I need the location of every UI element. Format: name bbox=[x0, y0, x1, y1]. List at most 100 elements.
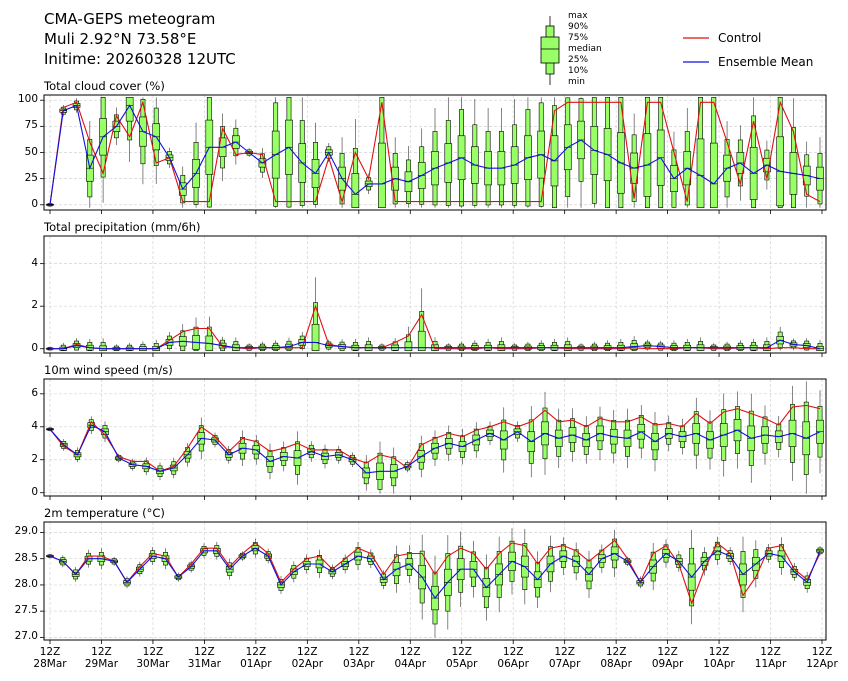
x-tick-label: 12Z 06Apr bbox=[488, 646, 538, 670]
x-tick-label: 12Z 07Apr bbox=[540, 646, 590, 670]
x-tick-date: 31Mar bbox=[187, 658, 221, 670]
x-tick-date: 09Apr bbox=[651, 658, 684, 670]
legend-inner-box bbox=[540, 36, 560, 64]
x-tick-hour: 12Z bbox=[194, 646, 215, 658]
legend-min-label: min bbox=[568, 77, 585, 87]
panel-frame bbox=[43, 521, 827, 641]
y-tick-label: 28.5 bbox=[14, 551, 38, 564]
x-tick-label: 12Z 28Mar bbox=[25, 646, 75, 670]
x-tick-label: 12Z 30Mar bbox=[128, 646, 178, 670]
x-tick-label: 12Z 29Mar bbox=[76, 646, 126, 670]
x-tick-hour: 12Z bbox=[245, 646, 267, 658]
x-tick-hour: 12Z bbox=[399, 646, 421, 658]
initime-label: Initime: 20260328 12UTC bbox=[44, 50, 236, 68]
y-tick-label: 25 bbox=[24, 171, 38, 184]
y-tick-label: 50 bbox=[24, 145, 38, 158]
y-tick-label: 2 bbox=[31, 299, 38, 312]
x-tick-hour: 12Z bbox=[811, 646, 833, 658]
x-tick-label: 12Z 08Apr bbox=[591, 646, 641, 670]
legend-p90-label: 90% bbox=[568, 22, 589, 32]
ensemble-inner-box bbox=[311, 323, 320, 351]
x-tick-date: 30Mar bbox=[136, 658, 170, 670]
ensemble-inner-box bbox=[351, 173, 360, 208]
panel-title-wind: 10m wind speed (m/s) bbox=[44, 363, 173, 377]
ensemble-inner-box bbox=[696, 138, 705, 208]
x-tick-date: 02Apr bbox=[291, 658, 324, 670]
x-tick-hour: 12Z bbox=[554, 646, 575, 658]
location-label: Muli 2.92°N 73.58°E bbox=[44, 30, 197, 48]
x-tick-label: 12Z 09Apr bbox=[643, 646, 693, 670]
ensemble-inner-box bbox=[417, 330, 426, 351]
ensemble-inner-box bbox=[709, 142, 718, 209]
x-tick-label: 12Z 04Apr bbox=[385, 646, 435, 670]
x-tick-date: 08Apr bbox=[600, 658, 632, 670]
legend-median-label: median bbox=[568, 44, 602, 54]
y-tick-label: 28.0 bbox=[14, 577, 38, 590]
ensemble-mean-line bbox=[49, 547, 821, 599]
y-tick-label: 29.0 bbox=[14, 525, 38, 538]
x-tick-date: 28Mar bbox=[33, 658, 67, 670]
legend-mean-label: Ensemble Mean bbox=[718, 55, 814, 69]
legend-control-label: Control bbox=[718, 31, 762, 45]
y-tick-label: 4 bbox=[31, 256, 38, 269]
y-tick-label: 2 bbox=[31, 452, 38, 465]
chart-title: CMA-GEPS meteogram bbox=[44, 10, 216, 28]
panel-title-temp: 2m temperature (°C) bbox=[44, 506, 165, 520]
x-tick-hour: 12Z bbox=[657, 646, 678, 658]
y-tick-label: 75 bbox=[24, 119, 38, 132]
x-tick-date: 12Apr bbox=[806, 658, 838, 670]
ensemble-mean-line bbox=[49, 424, 821, 474]
x-tick-date: 10Apr bbox=[703, 658, 735, 670]
y-tick-label: 27.5 bbox=[14, 604, 38, 617]
x-tick-date: 01Apr bbox=[240, 658, 272, 670]
x-tick-date: 29Mar bbox=[84, 658, 119, 670]
y-tick-label: 0 bbox=[31, 197, 38, 210]
x-tick-hour: 12Z bbox=[348, 646, 370, 658]
panel-title-cloud: Total cloud cover (%) bbox=[44, 79, 165, 93]
x-tick-hour: 12Z bbox=[605, 646, 627, 658]
x-tick-date: 11Apr bbox=[754, 658, 787, 670]
x-tick-date: 03Apr bbox=[343, 658, 375, 670]
legend-max-label: max bbox=[568, 11, 588, 21]
legend-p75-label: 75% bbox=[568, 33, 589, 43]
ensemble-inner-box bbox=[378, 142, 386, 209]
x-tick-hour: 12Z bbox=[760, 646, 781, 658]
x-tick-label: 12Z 11Apr bbox=[746, 646, 796, 670]
x-tick-date: 06Apr bbox=[497, 658, 529, 670]
panel-title-precip: Total precipitation (mm/6h) bbox=[44, 220, 201, 234]
x-tick-hour: 12Z bbox=[451, 646, 472, 658]
ensemble-inner-box bbox=[404, 341, 413, 351]
x-tick-label: 12Z 01Apr bbox=[231, 646, 281, 670]
x-tick-label: 12Z 12Apr bbox=[797, 646, 847, 670]
y-tick-label: 4 bbox=[31, 419, 38, 432]
x-tick-date: 04Apr bbox=[394, 658, 427, 670]
x-tick-hour: 12Z bbox=[142, 646, 164, 658]
x-tick-date: 05Apr bbox=[445, 658, 478, 670]
y-tick-label: 6 bbox=[31, 386, 38, 399]
panel-frame bbox=[43, 378, 827, 497]
control-line bbox=[49, 100, 821, 205]
x-tick-label: 12Z 05Apr bbox=[437, 646, 487, 670]
y-tick-label: 0 bbox=[31, 341, 38, 354]
x-tick-label: 12Z 03Apr bbox=[334, 646, 384, 670]
panel-frame bbox=[43, 235, 827, 354]
x-tick-hour: 12Z bbox=[708, 646, 730, 658]
x-tick-hour: 12Z bbox=[297, 646, 318, 658]
ensemble-mean-line bbox=[49, 104, 821, 205]
x-tick-date: 07Apr bbox=[548, 658, 581, 670]
legend-p10-label: 10% bbox=[568, 66, 589, 76]
ensemble-inner-box bbox=[125, 97, 134, 122]
y-tick-label: 100 bbox=[17, 93, 38, 106]
x-tick-label: 12Z 31Mar bbox=[179, 646, 229, 670]
x-tick-label: 12Z 02Apr bbox=[282, 646, 332, 670]
ensemble-mean-line bbox=[50, 339, 821, 350]
x-tick-label: 12Z 10Apr bbox=[694, 646, 744, 670]
control-line bbox=[49, 404, 821, 472]
x-tick-hour: 12Z bbox=[502, 646, 524, 658]
x-tick-hour: 12Z bbox=[39, 646, 61, 658]
y-tick-label: 27.0 bbox=[14, 630, 38, 643]
legend-p25-label: 25% bbox=[568, 55, 589, 65]
x-tick-hour: 12Z bbox=[91, 646, 112, 658]
y-tick-label: 0 bbox=[31, 485, 38, 498]
